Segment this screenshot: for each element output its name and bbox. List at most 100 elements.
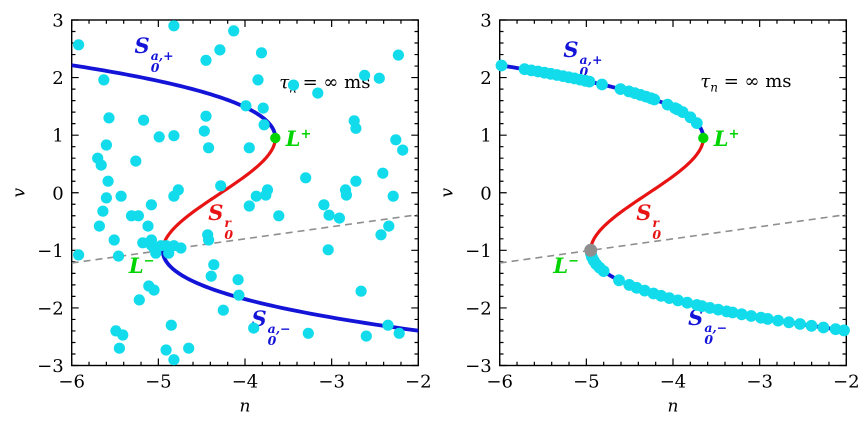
trajectory-dot [240,100,252,112]
manifold-dot [690,117,703,129]
manifold-dot [672,294,684,307]
plot-svg-left: −6 −5 −4 −3 −2 −3 −2 −1 0 1 2 3 n v [10,11,432,417]
trajectory-dot [255,47,268,59]
trajectory-dot [382,319,394,331]
tau-symbol: τ [279,71,290,93]
trajectory-dot [175,242,187,254]
manifold-dot [597,265,610,277]
trajectory-dot [318,199,330,211]
trajectory-dot [168,130,180,142]
trajectory-dot [393,327,405,339]
panel-left: Sa,+0 τ n = ∞ ms L+ Sr0 L− Sa,−0 −6 −5 −4 −3… [0,0,432,432]
y-tick-label: −2 [465,298,492,319]
trajectory-dot [145,234,157,246]
trajectory-dot [200,110,212,122]
trajectory-dot [145,199,157,211]
trajectory-dot [397,144,409,156]
label-base: L [128,252,144,278]
label-base: L [713,125,729,151]
manifold-branch-S0_a_minus_attracting [160,248,419,333]
trajectory-dot [233,289,245,301]
label-base: S [688,305,704,331]
trajectory-dot [198,125,210,137]
trajectory-dot [73,39,85,51]
trajectory-dot [132,210,144,222]
trajectory-dot [102,175,114,187]
tau-symbol: τ [700,71,711,93]
trajectory-dot [302,327,314,339]
trajectory-dot [273,210,285,222]
trajectory-dot [202,229,214,241]
trajectory-dot [312,87,324,99]
trajectory-dot [228,25,240,37]
trajectory-dot [142,220,154,232]
manifold-dot [495,59,508,72]
trajectory-dot [390,134,402,146]
manifold-dot [772,314,784,327]
label-script-stack: a,+ 0 [579,51,603,79]
trajectory-dot [350,175,362,187]
manifold-dot [838,324,850,337]
curves-group [71,63,419,333]
dots-group [73,20,409,366]
x-tick-label: −6 [486,372,513,393]
x-tick-label: −3 [746,372,773,393]
trajectory-dot [322,244,334,256]
tau-subscript: n [710,81,718,95]
manifold-dot [735,308,748,321]
x-tick-label: −3 [318,372,345,393]
y-tick-label: −1 [37,241,64,262]
plot-frame [70,19,420,367]
trajectory-dot [168,190,180,202]
manifold-dot [681,296,694,309]
label-script-stack: a,− 0 [267,320,291,348]
x-tick-label: −6 [58,372,85,393]
trajectory-dot [203,142,215,154]
trajectory-dot [138,114,150,126]
trajectory-dot [160,344,172,356]
trajectory-dot [252,74,264,86]
trajectory-dot [215,180,227,192]
trajectory-dot [165,319,177,331]
trajectory-dot [355,285,367,297]
y-tick-label: 1 [480,126,491,147]
fold-point-L+ [270,132,281,144]
manifold-dot [805,319,818,332]
x-tick-label: −2 [405,372,432,393]
trajectory-dot [243,200,255,212]
plot-frame [498,19,848,367]
y-tick-label: −1 [465,241,492,262]
trajectory-dot [333,212,345,224]
trajectory-dot [73,249,85,261]
trajectory-dot [250,190,262,202]
trajectory-dot [232,274,244,286]
label-base: L [553,252,569,278]
manifold-branch-S0_r_repelling [589,136,705,252]
y-tick-label: 3 [52,11,63,32]
trajectory-dot [208,259,220,271]
label-l-minus: L− [553,252,580,278]
trajectory-dot [387,190,399,202]
trajectory-dot [95,159,107,171]
trajectory-dot [373,72,385,84]
trajectory-dot [200,54,212,66]
trajectory-dot [183,342,195,354]
trajectory-dot [214,44,226,56]
trajectory-dot [97,205,109,217]
trajectory-dot [113,342,125,354]
x-tick-label: −5 [573,372,600,393]
trajectory-dot [168,354,180,366]
x-axis-label: n [668,397,679,417]
dots-group [495,59,850,337]
x-tick-label: −4 [232,372,259,393]
y-tick-label: −3 [37,356,64,377]
label-base: S [636,200,652,226]
manifold-dot [596,78,608,91]
trajectory-dot [258,119,270,131]
